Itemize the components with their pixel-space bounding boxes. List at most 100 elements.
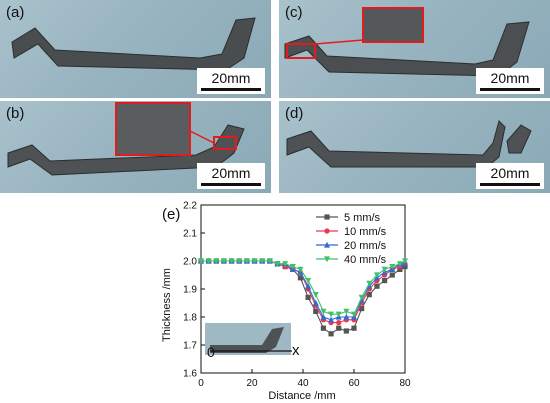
data-point — [358, 294, 365, 301]
legend-marker — [324, 228, 330, 234]
data-point — [336, 320, 342, 326]
data-point — [359, 306, 365, 312]
inset-origin-label: 0 — [207, 344, 215, 360]
photo-panel-a: (a) 20mm — [0, 0, 271, 98]
panel-label-d: (d) — [285, 105, 304, 122]
data-point — [328, 311, 335, 318]
panel-label-c: (c) — [285, 4, 303, 21]
x-tick-label: 20 — [246, 378, 258, 389]
scale-bar-d: 20mm — [476, 163, 544, 189]
y-tick-label: 1.7 — [183, 341, 197, 352]
data-point — [274, 261, 281, 267]
data-point — [313, 308, 319, 314]
data-point — [205, 258, 212, 265]
inset-x-label: x — [292, 342, 300, 359]
scale-bar-a: 20mm — [197, 68, 265, 94]
data-point — [343, 308, 350, 315]
data-point — [251, 258, 258, 265]
x-tick-label: 80 — [399, 378, 411, 389]
data-point — [402, 264, 408, 270]
series-line — [201, 260, 405, 321]
y-tick-label: 1.6 — [183, 369, 197, 380]
y-tick-label: 1.8 — [183, 313, 197, 324]
data-point — [389, 272, 395, 278]
thickness-chart: (e) Thickness /mm Distance /mm 0 20 40 60 80… — [161, 201, 411, 403]
data-point — [266, 258, 273, 265]
legend-label: 5 mm/s — [344, 212, 381, 224]
data-point — [351, 311, 357, 318]
x-tick-label: 0 — [198, 378, 204, 389]
legend: 5 mm/s 10 mm/s 20 mm/s 40 mm/s — [316, 212, 387, 266]
data-point — [402, 258, 408, 265]
data-point — [228, 258, 235, 265]
data-point — [312, 292, 319, 298]
legend-marker — [324, 214, 330, 220]
data-point — [305, 278, 312, 284]
series-line — [201, 260, 406, 324]
y-tick-label: 1.9 — [183, 285, 197, 296]
data-point — [389, 264, 396, 270]
scale-text-d: 20mm — [490, 165, 530, 181]
data-point — [396, 261, 403, 267]
data-point — [328, 331, 334, 337]
formed-strip-c — [284, 7, 530, 77]
photo-panel-b: (b) 20mm — [0, 101, 271, 193]
data-point — [297, 266, 304, 273]
y-tick-label: 2.0 — [183, 257, 197, 268]
x-tick-label: 40 — [297, 378, 309, 389]
photo-panel-d: (d) 20mm — [279, 101, 550, 193]
data-point — [305, 283, 312, 289]
legend-label: 20 mm/s — [344, 240, 387, 252]
plot-area: 0 20 40 60 80 1.6 1.7 1.8 1.9 2.0 2.1 2.2 — [183, 201, 411, 390]
data-point — [320, 325, 326, 331]
data-point — [213, 258, 220, 265]
formed-strip-b — [7, 102, 245, 176]
y-tick-label: 2.2 — [183, 201, 197, 212]
data-point — [282, 261, 289, 267]
photo-panel-c: (c) 20mm — [279, 0, 550, 98]
scale-text-a: 20mm — [211, 70, 251, 86]
formed-strip-a — [11, 17, 256, 71]
data-point — [259, 258, 266, 265]
legend-marker — [324, 241, 330, 248]
data-point — [343, 313, 350, 320]
inset-photo: 0 x — [205, 323, 300, 360]
x-tick-label: 60 — [348, 378, 360, 389]
data-point — [289, 264, 296, 270]
legend-marker — [324, 256, 330, 263]
fractured-strip-d — [286, 120, 532, 168]
data-point — [335, 311, 342, 318]
data-point — [366, 292, 372, 298]
data-point — [374, 283, 380, 289]
data-point — [382, 278, 388, 284]
data-point — [198, 258, 204, 265]
legend-label: 10 mm/s — [344, 226, 387, 238]
data-point — [366, 280, 373, 287]
data-point — [351, 325, 357, 331]
scale-bar-c: 20mm — [476, 68, 544, 94]
x-axis-label: Distance /mm — [268, 390, 335, 402]
data-point — [343, 328, 349, 334]
data-point — [328, 316, 335, 323]
panel-label-e: (e) — [162, 206, 180, 223]
data-point — [320, 308, 327, 315]
panel-label-a: (a) — [6, 4, 25, 21]
data-point — [312, 299, 319, 306]
data-point — [305, 294, 311, 300]
data-point — [397, 266, 403, 272]
y-tick-label: 2.1 — [183, 229, 197, 240]
scale-bar-b: 20mm — [197, 163, 265, 189]
data-point — [243, 258, 250, 265]
data-point — [297, 275, 304, 281]
data-point — [381, 266, 388, 273]
data-point — [320, 313, 327, 320]
data-point — [236, 258, 243, 265]
data-point — [336, 325, 342, 331]
scale-text-c: 20mm — [490, 70, 530, 86]
data-point — [373, 272, 380, 279]
data-point — [220, 258, 227, 265]
legend-label: 40 mm/s — [344, 254, 387, 266]
series-line — [201, 260, 406, 315]
panel-label-b: (b) — [6, 105, 25, 122]
scale-text-b: 20mm — [211, 165, 251, 181]
